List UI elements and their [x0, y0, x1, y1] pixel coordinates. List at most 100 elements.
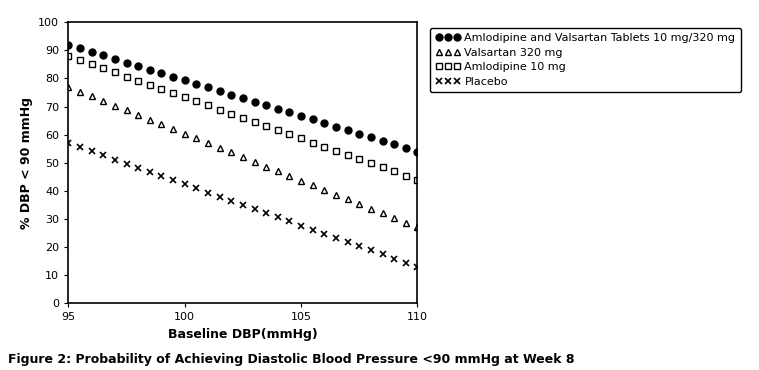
Amlodipine 10 mg [157, 87, 166, 91]
Amlodipine 10 mg [285, 132, 294, 137]
Placebo [64, 141, 73, 145]
Valsartan 320 mg [215, 145, 224, 150]
Placebo [134, 166, 143, 170]
Amlodipine 10 mg [262, 124, 271, 128]
Placebo [215, 195, 224, 199]
Placebo [332, 236, 341, 240]
Placebo [168, 178, 178, 182]
Amlodipine and Valsartan Tablets 10 mg/320 mg [122, 60, 131, 65]
Placebo [389, 256, 398, 261]
Placebo [145, 170, 154, 174]
Amlodipine 10 mg [215, 107, 224, 112]
Placebo [250, 207, 259, 211]
Amlodipine and Valsartan Tablets 10 mg/320 mg [99, 53, 108, 58]
Amlodipine and Valsartan Tablets 10 mg/320 mg [134, 64, 143, 68]
Amlodipine 10 mg [122, 74, 131, 79]
Amlodipine and Valsartan Tablets 10 mg/320 mg [215, 89, 224, 93]
Placebo [192, 186, 201, 191]
Line: Amlodipine and Valsartan Tablets 10 mg/320 mg: Amlodipine and Valsartan Tablets 10 mg/3… [65, 41, 421, 155]
Amlodipine and Valsartan Tablets 10 mg/320 mg [145, 67, 154, 72]
Amlodipine 10 mg [378, 165, 387, 169]
Placebo [273, 215, 282, 219]
Amlodipine and Valsartan Tablets 10 mg/320 mg [110, 57, 119, 61]
Amlodipine 10 mg [168, 91, 178, 95]
Valsartan 320 mg [262, 164, 271, 169]
Amlodipine and Valsartan Tablets 10 mg/320 mg [354, 131, 364, 136]
Valsartan 320 mg [413, 225, 422, 230]
Amlodipine and Valsartan Tablets 10 mg/320 mg [367, 135, 376, 139]
Valsartan 320 mg [134, 113, 143, 117]
Valsartan 320 mg [389, 216, 398, 220]
Amlodipine 10 mg [180, 95, 189, 100]
Amlodipine and Valsartan Tablets 10 mg/320 mg [64, 43, 73, 47]
Amlodipine and Valsartan Tablets 10 mg/320 mg [378, 139, 387, 143]
X-axis label: Baseline DBP(mmHg): Baseline DBP(mmHg) [168, 328, 318, 341]
Placebo [378, 252, 387, 257]
Y-axis label: % DBP < 90 mmHg: % DBP < 90 mmHg [20, 97, 33, 229]
Valsartan 320 mg [75, 89, 84, 94]
Placebo [157, 174, 166, 178]
Placebo [110, 157, 119, 162]
Amlodipine 10 mg [308, 140, 317, 145]
Valsartan 320 mg [145, 117, 154, 122]
Valsartan 320 mg [367, 206, 376, 211]
Placebo [402, 260, 411, 265]
Placebo [413, 265, 422, 269]
Amlodipine and Valsartan Tablets 10 mg/320 mg [285, 110, 294, 115]
Amlodipine and Valsartan Tablets 10 mg/320 mg [402, 146, 411, 150]
Amlodipine 10 mg [320, 144, 329, 149]
Placebo [227, 199, 236, 203]
Amlodipine 10 mg [343, 153, 352, 157]
Amlodipine and Valsartan Tablets 10 mg/320 mg [389, 142, 398, 147]
Valsartan 320 mg [110, 103, 119, 108]
Amlodipine 10 mg [64, 54, 73, 58]
Amlodipine and Valsartan Tablets 10 mg/320 mg [180, 78, 189, 83]
Amlodipine and Valsartan Tablets 10 mg/320 mg [308, 117, 317, 122]
Placebo [320, 232, 329, 236]
Valsartan 320 mg [320, 188, 329, 192]
Placebo [238, 203, 247, 207]
Valsartan 320 mg [402, 221, 411, 225]
Valsartan 320 mg [308, 183, 317, 188]
Amlodipine and Valsartan Tablets 10 mg/320 mg [227, 92, 236, 97]
Valsartan 320 mg [250, 159, 259, 164]
Valsartan 320 mg [297, 178, 306, 183]
Valsartan 320 mg [64, 85, 73, 89]
Amlodipine 10 mg [402, 173, 411, 178]
Amlodipine and Valsartan Tablets 10 mg/320 mg [250, 100, 259, 104]
Valsartan 320 mg [227, 150, 236, 155]
Amlodipine 10 mg [238, 115, 247, 120]
Text: Figure 2: Probability of Achieving Diastolic Blood Pressure <90 mmHg at Week 8: Figure 2: Probability of Achieving Diast… [8, 353, 574, 366]
Valsartan 320 mg [168, 127, 178, 131]
Amlodipine and Valsartan Tablets 10 mg/320 mg [413, 149, 422, 154]
Valsartan 320 mg [354, 202, 364, 206]
Amlodipine and Valsartan Tablets 10 mg/320 mg [297, 114, 306, 118]
Valsartan 320 mg [203, 141, 213, 145]
Amlodipine 10 mg [250, 120, 259, 124]
Placebo [180, 182, 189, 186]
Placebo [262, 211, 271, 215]
Amlodipine 10 mg [75, 58, 84, 62]
Amlodipine 10 mg [192, 99, 201, 104]
Valsartan 320 mg [378, 211, 387, 216]
Valsartan 320 mg [157, 122, 166, 127]
Valsartan 320 mg [285, 174, 294, 178]
Placebo [99, 153, 108, 158]
Placebo [285, 219, 294, 224]
Amlodipine 10 mg [354, 157, 364, 161]
Valsartan 320 mg [122, 108, 131, 112]
Amlodipine 10 mg [110, 70, 119, 75]
Placebo [87, 149, 96, 154]
Placebo [343, 240, 352, 244]
Valsartan 320 mg [238, 155, 247, 159]
Legend: Amlodipine and Valsartan Tablets 10 mg/320 mg, Valsartan 320 mg, Amlodipine 10 m: Amlodipine and Valsartan Tablets 10 mg/3… [430, 28, 741, 92]
Amlodipine and Valsartan Tablets 10 mg/320 mg [238, 96, 247, 100]
Amlodipine 10 mg [134, 78, 143, 83]
Valsartan 320 mg [180, 131, 189, 136]
Amlodipine and Valsartan Tablets 10 mg/320 mg [343, 128, 352, 132]
Line: Valsartan 320 mg: Valsartan 320 mg [65, 83, 421, 231]
Amlodipine 10 mg [99, 66, 108, 71]
Valsartan 320 mg [87, 94, 96, 98]
Amlodipine and Valsartan Tablets 10 mg/320 mg [75, 46, 84, 50]
Amlodipine and Valsartan Tablets 10 mg/320 mg [203, 85, 213, 90]
